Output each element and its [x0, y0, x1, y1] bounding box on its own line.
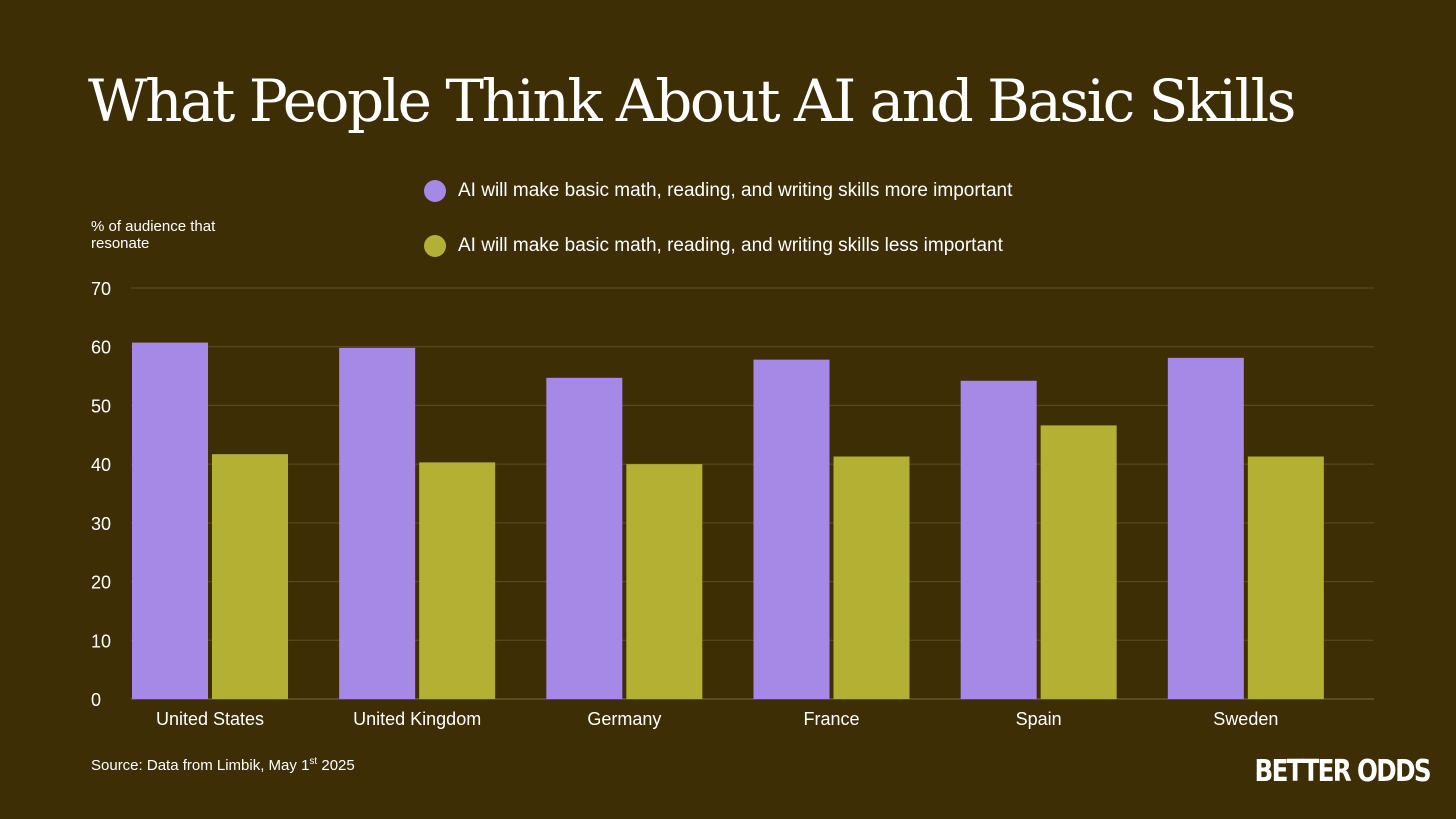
y-tick-label-60: 60 — [91, 338, 111, 358]
bar-germany-series-2 — [626, 464, 703, 699]
bar-spain-series-2 — [1040, 425, 1117, 699]
y-tick-label-40: 40 — [91, 455, 111, 475]
y-tick-label-0: 0 — [91, 690, 101, 710]
x-category-label-united-kingdom: United Kingdom — [353, 709, 481, 729]
bar-france-series-2 — [833, 456, 910, 699]
bar-sweden-series-1 — [1167, 357, 1244, 699]
chart-title: What People Think About AI and Basic Ski… — [88, 67, 1296, 135]
legend: AI will make basic math, reading, and wr… — [424, 176, 1012, 286]
legend-item-less-important: AI will make basic math, reading, and wr… — [424, 231, 1012, 261]
legend-label-more-important: AI will make basic math, reading, and wr… — [458, 180, 1013, 201]
bar-united-states-series-2 — [212, 454, 288, 699]
y-axis-label: % of audience that resonate — [91, 218, 216, 252]
bar-spain-series-1 — [960, 380, 1037, 699]
bar-united-kingdom-series-2 — [419, 462, 496, 699]
x-category-label-germany: Germany — [587, 709, 661, 729]
bar-united-states-series-1 — [132, 342, 208, 699]
legend-swatch-purple — [424, 180, 446, 202]
bar-france-series-1 — [753, 359, 830, 699]
x-category-label-spain: Spain — [1016, 709, 1062, 729]
x-category-label-sweden: Sweden — [1213, 709, 1278, 729]
legend-swatch-olive — [424, 235, 446, 257]
y-tick-label-70: 70 — [91, 279, 111, 299]
bar-united-kingdom-series-1 — [339, 347, 416, 699]
y-tick-label-20: 20 — [91, 573, 111, 593]
y-tick-label-30: 30 — [91, 514, 111, 534]
legend-label-less-important: AI will make basic math, reading, and wr… — [458, 235, 1003, 256]
bar-germany-series-1 — [546, 377, 623, 699]
legend-item-more-important: AI will make basic math, reading, and wr… — [424, 176, 1012, 206]
y-tick-label-50: 50 — [91, 396, 111, 416]
x-category-label-france: France — [803, 709, 859, 729]
bar-sweden-series-2 — [1247, 456, 1324, 699]
brand-logo: BETTER ODDS — [1254, 754, 1432, 789]
source-note: Source: Data from Limbik, May 1st 2025 — [91, 756, 355, 774]
x-category-label-united-states: United States — [156, 709, 264, 729]
y-tick-label-10: 10 — [91, 631, 111, 651]
